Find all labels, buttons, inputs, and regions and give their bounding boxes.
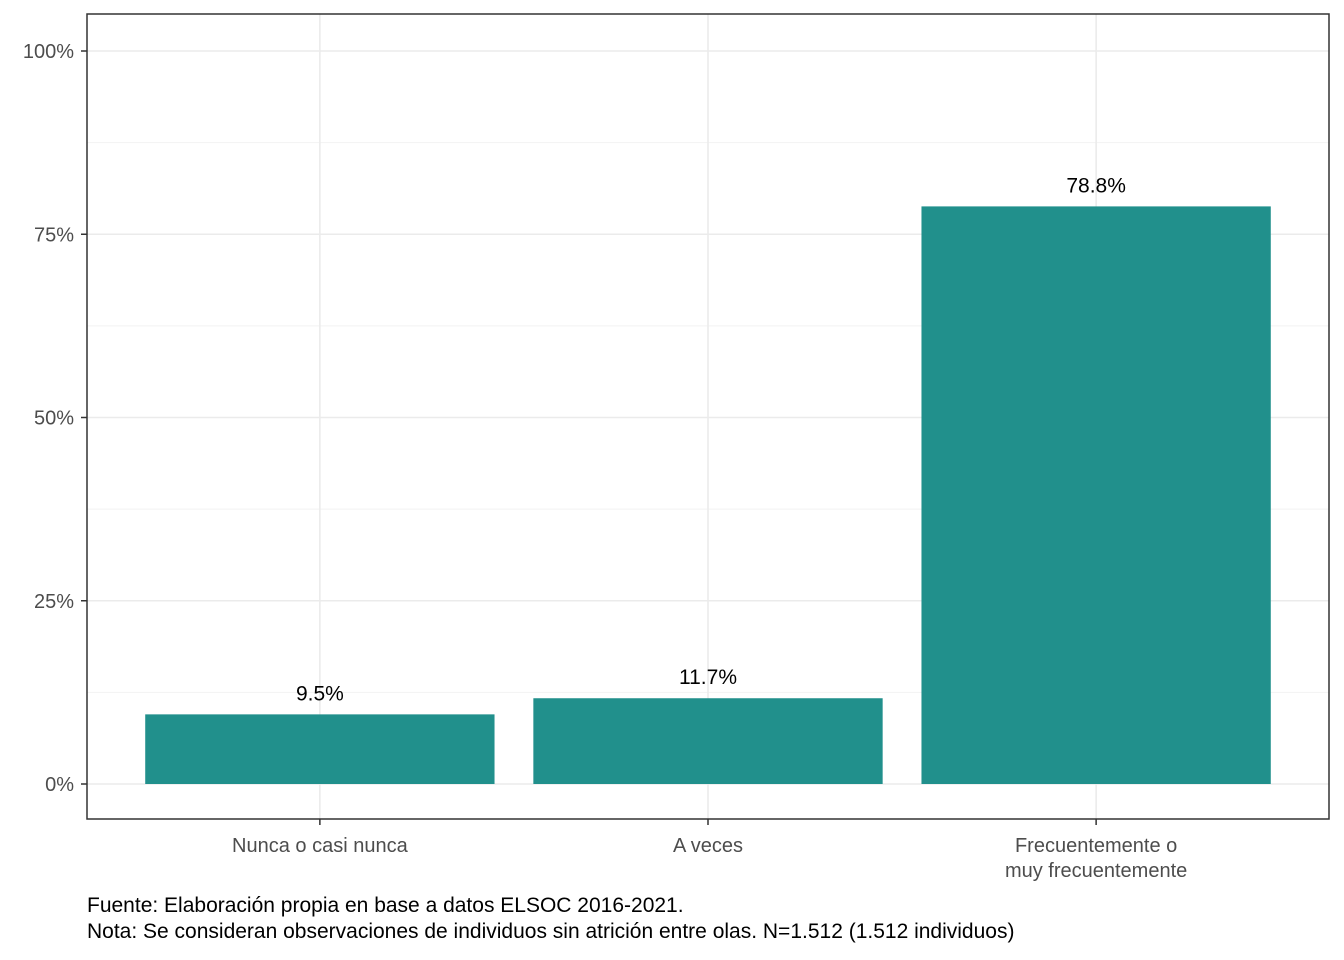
caption-note: Nota: Se consideran observaciones de ind…: [87, 920, 1015, 943]
x-axis: Nunca o casi nunca A veces Frecuentemente …: [232, 819, 1187, 882]
x-tick-label: muy frecuentemente: [1005, 860, 1187, 882]
x-tick-label: Nunca o casi nunca: [232, 835, 409, 857]
y-axis: 0% 25% 50% 75% 100%: [23, 41, 87, 796]
caption-source: Fuente: Elaboración propia en base a dat…: [87, 894, 684, 917]
y-tick-label: 25%: [34, 591, 74, 613]
x-tick-label: A veces: [673, 835, 743, 857]
data-labels: 9.5% 11.7% 78.8%: [296, 174, 1126, 705]
x-tick-label: Frecuentemente o: [1015, 835, 1177, 857]
bar: [145, 714, 495, 784]
y-tick-label: 100%: [23, 41, 74, 63]
y-tick-label: 50%: [34, 408, 74, 430]
bars: [145, 206, 1271, 784]
bar-value-label: 9.5%: [296, 682, 344, 705]
y-tick-label: 75%: [34, 224, 74, 246]
bar-chart: 9.5% 11.7% 78.8% 0% 25% 50% 75% 100% Nunca o c…: [23, 13, 1330, 882]
bar-value-label: 78.8%: [1066, 174, 1126, 197]
y-tick-label: 0%: [45, 774, 74, 796]
bar-value-label: 11.7%: [679, 666, 737, 689]
chart-caption: Fuente: Elaboración propia en base a dat…: [87, 893, 1014, 945]
bar: [533, 698, 883, 784]
bar: [921, 206, 1271, 784]
